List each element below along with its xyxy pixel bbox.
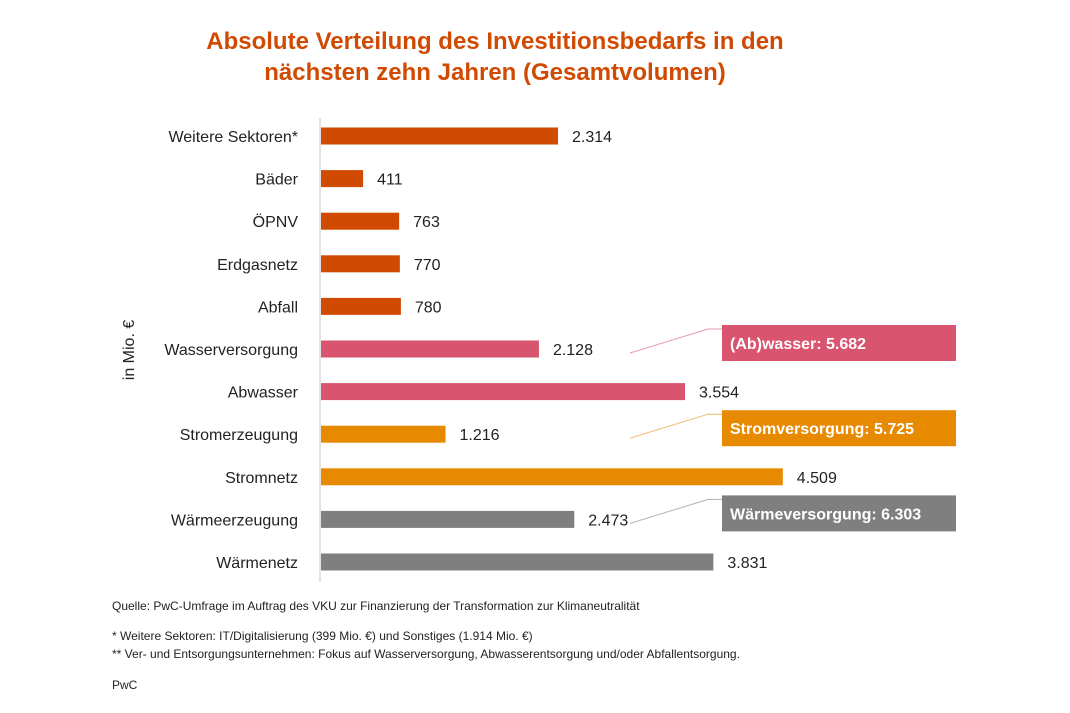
category-label: Wärmenetz (216, 555, 298, 572)
bar-chart: in Mio. € Weitere Sektoren* 2.314 Bäder 411… (121, 118, 956, 582)
callout-label: Stromversorgung: 5.725 (730, 421, 914, 438)
category-label: Wärmeerzeugung (171, 512, 298, 529)
y-axis-label: in Mio. € (121, 320, 138, 381)
value-label: 3.831 (727, 555, 767, 572)
category-label: Bäder (255, 172, 298, 189)
bar (321, 510, 575, 528)
value-label: 770 (414, 257, 441, 274)
category-label: Stromerzeugung (180, 427, 298, 444)
bar (321, 255, 400, 273)
category-label: Wasserversorgung (164, 342, 298, 359)
value-label: 763 (413, 214, 440, 231)
callout-leader-line (629, 413, 722, 439)
category-label: ÖPNV (253, 213, 299, 231)
chart-title: Absolute Verteilung des Investitionsbeda… (0, 26, 990, 88)
bar (321, 212, 400, 230)
category-label: Abfall (258, 299, 298, 316)
footnote-unternehmen: ** Ver- und Entsorgungsunternehmen: Foku… (112, 647, 740, 661)
value-label: 2.473 (588, 512, 628, 529)
category-label: Stromnetz (225, 470, 298, 487)
value-label: 1.216 (460, 427, 500, 444)
value-label: 780 (415, 299, 442, 316)
category-label: Weitere Sektoren* (168, 129, 298, 146)
callout-leader-line (629, 328, 722, 354)
callout-box (722, 495, 956, 532)
bar (321, 425, 446, 443)
footnote-weitere-sektoren: * Weitere Sektoren: IT/Digitalisierung (… (112, 629, 533, 643)
brand-label: PwC (112, 678, 138, 692)
bar (321, 340, 539, 358)
callout-label: Wärmeversorgung: 6.303 (730, 506, 921, 523)
value-label: 4.509 (797, 470, 837, 487)
bars-group: Weitere Sektoren* 2.314 Bäder 411 ÖPNV 763 Erd… (164, 127, 837, 572)
bar (321, 127, 558, 145)
bar (321, 297, 401, 315)
chart-title-line-2: nächsten zehn Jahren (Gesamtvolumen) (264, 59, 726, 86)
value-label: 2.314 (572, 129, 612, 146)
value-label: 2.128 (553, 342, 593, 359)
bar (321, 383, 686, 401)
callout-label: (Ab)wasser: 5.682 (730, 336, 866, 353)
category-label: Abwasser (228, 385, 299, 402)
value-label: 411 (377, 172, 403, 189)
callout-box (722, 325, 956, 361)
bar (321, 553, 714, 571)
category-label: Erdgasnetz (217, 257, 298, 274)
callout-leader-line (629, 498, 722, 524)
callout-box (722, 410, 956, 447)
chart-title-line-1: Absolute Verteilung des Investitionsbeda… (206, 28, 784, 55)
value-label: 3.554 (699, 385, 739, 402)
bar (321, 468, 783, 486)
bar (321, 170, 364, 188)
source-note: Quelle: PwC-Umfrage im Auftrag des VKU z… (112, 599, 640, 613)
callouts-group: (Ab)wasser: 5.682 Stromversorgung: 5.725 W… (629, 325, 956, 532)
